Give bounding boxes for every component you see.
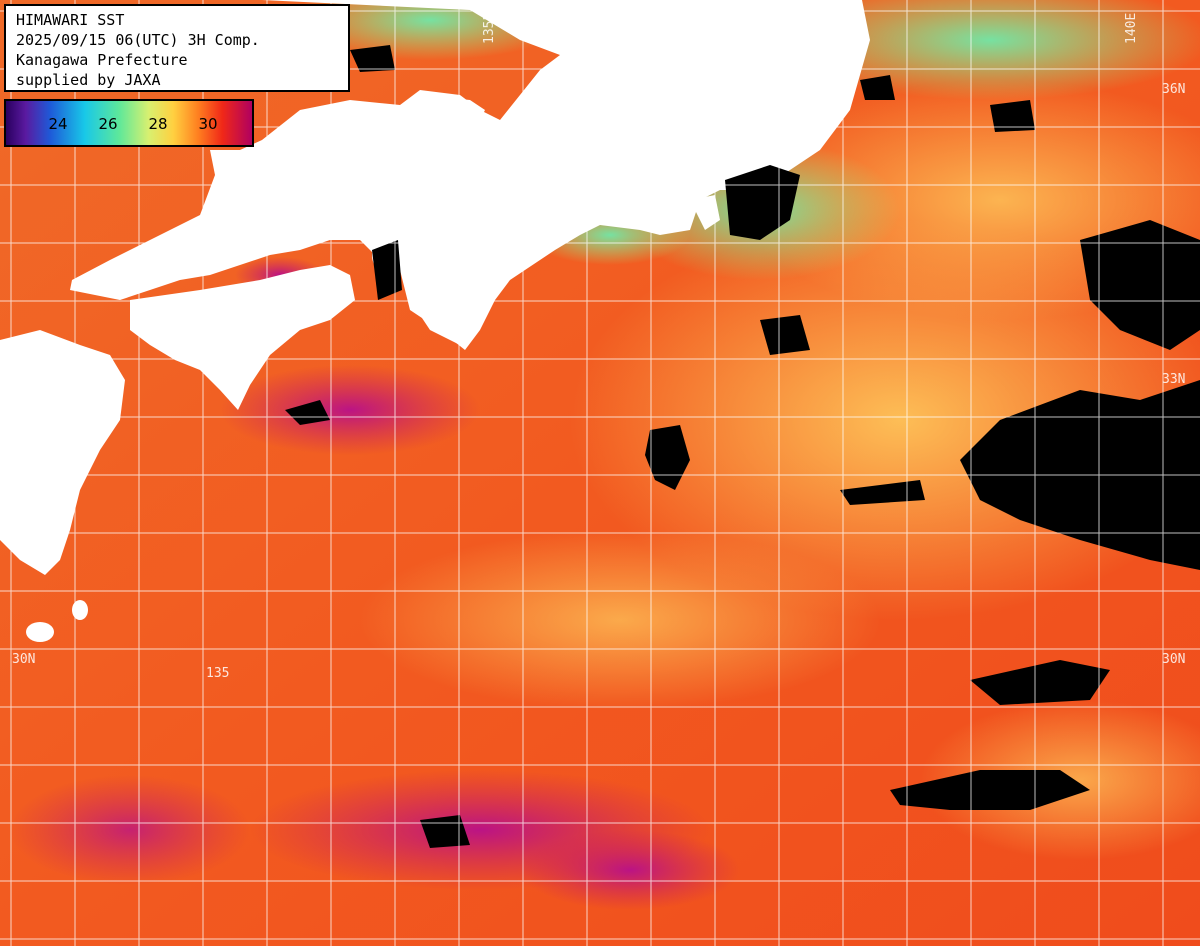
cloud-mid-strip — [840, 480, 925, 505]
lat-label-30n-right: 30N — [1162, 652, 1186, 667]
cloud-mid-east — [760, 315, 810, 355]
provider-prefecture: Kanagawa Prefecture — [16, 51, 188, 69]
hot-zone-south-2 — [10, 775, 250, 885]
colorbar-tick: 26 — [98, 115, 118, 133]
info-box: HIMAWARI SST 2025/09/15 06(UTC) 3H Comp.… — [4, 4, 350, 92]
colorbar-tick: 24 — [48, 115, 68, 133]
data-supplier: supplied by JAXA — [16, 71, 161, 89]
lon-label-135e: 135E — [482, 12, 497, 44]
yakushima-island — [72, 600, 88, 620]
kii-peninsula-land — [400, 250, 490, 345]
tanegashima-island — [26, 622, 54, 642]
kyushu-land — [0, 330, 125, 575]
lat-label-30n-left: 30N — [12, 652, 36, 667]
green-zone-tohoku — [770, 0, 1200, 100]
hot-zone-south-3 — [520, 830, 740, 910]
cloud-east-band-2 — [890, 770, 1090, 810]
cloud-east-band-1 — [970, 660, 1110, 705]
colorbar-tick: 28 — [148, 115, 168, 133]
cloud-kanto — [725, 165, 800, 240]
honshu-land — [70, 0, 870, 350]
cloud-far-northeast — [860, 75, 895, 100]
oki-island — [480, 151, 500, 179]
cloud-north-center — [990, 100, 1035, 132]
noto-area-land — [415, 95, 485, 145]
colorbar-tick: 30 — [198, 115, 218, 133]
cloud-shikoku-south — [285, 400, 330, 425]
cloud-center — [645, 425, 690, 490]
lon-label-140e: 140E — [1124, 12, 1139, 44]
lat-label-33n-right: 33N — [1162, 372, 1186, 387]
hot-zone-shikoku — [220, 365, 480, 455]
lat-label-36n-right: 36N — [1162, 82, 1186, 97]
sado-island — [530, 192, 550, 228]
lon-label-135-bottom: 135 — [206, 666, 230, 681]
observation-time: 2025/09/15 06(UTC) 3H Comp. — [16, 31, 260, 49]
product-title: HIMAWARI SST — [16, 11, 125, 29]
boso-peninsula-land — [690, 195, 720, 230]
cloud-northwest — [350, 45, 395, 72]
cloud-northeast — [1080, 220, 1200, 350]
temperature-colorbar: 24 26 28 30 — [4, 99, 254, 147]
yellow-zone-south — [360, 530, 880, 710]
